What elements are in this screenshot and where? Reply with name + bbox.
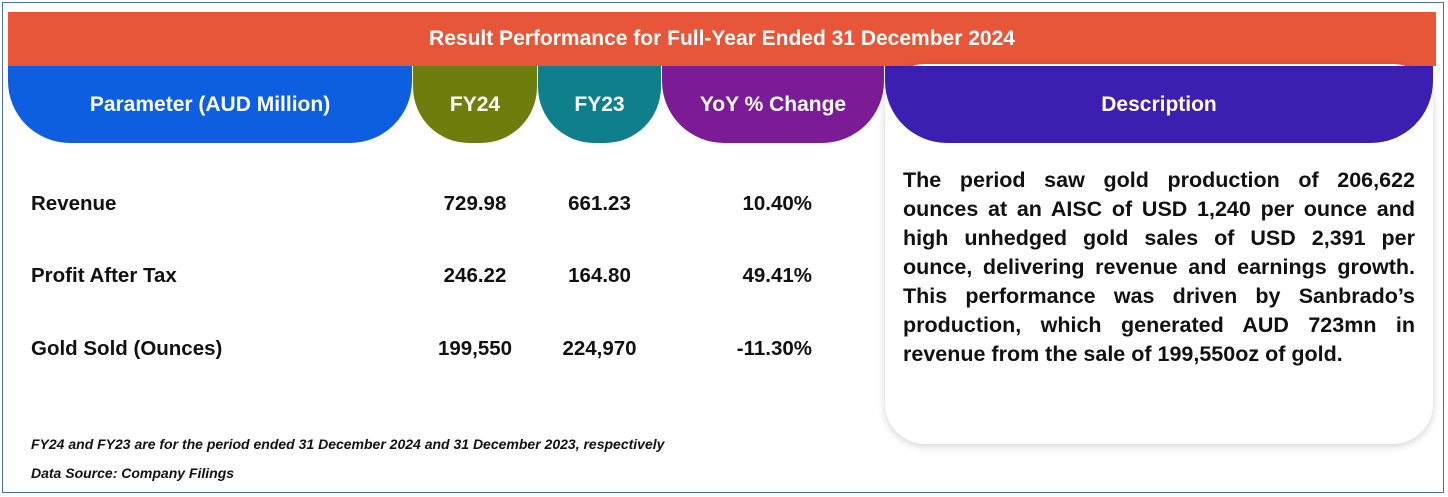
row-fy23-value: 224,970 <box>562 337 637 360</box>
row-yoy-value: 10.40% <box>742 192 812 215</box>
header-fy24: FY24 <box>413 66 537 143</box>
row-fy24-value: 199,550 <box>437 337 513 360</box>
table-row: Revenue 729.98 661.23 10.40% <box>0 189 880 219</box>
description-text: The period saw gold production of 206,62… <box>903 168 1415 366</box>
footnote-period: FY24 and FY23 are for the period ended 3… <box>31 436 665 452</box>
row-fy24-value: 729.98 <box>443 192 507 215</box>
table-row: Profit After Tax 246.22 164.80 49.41% <box>0 261 880 291</box>
row-fy23-value: 661.23 <box>568 192 631 215</box>
row-label: Revenue <box>31 192 117 215</box>
footnote-source: Data Source: Company Filings <box>31 465 235 481</box>
header-yoy-change: YoY % Change <box>662 66 884 143</box>
row-label: Gold Sold (Ounces) <box>31 337 223 360</box>
header-parameter: Parameter (AUD Million) <box>8 66 412 143</box>
row-yoy-value: -11.30% <box>736 337 812 360</box>
row-yoy-value: 49.41% <box>742 264 812 287</box>
table-title: Result Performance for Full-Year Ended 3… <box>8 12 1436 66</box>
table-row: Gold Sold (Ounces) 199,550 224,970 -11.3… <box>0 334 880 364</box>
header-description: Description <box>885 66 1433 143</box>
header-fy23: FY23 <box>538 66 661 143</box>
row-label: Profit After Tax <box>31 264 177 287</box>
row-fy24-value: 246.22 <box>443 264 507 287</box>
row-fy23-value: 164.80 <box>568 264 631 287</box>
